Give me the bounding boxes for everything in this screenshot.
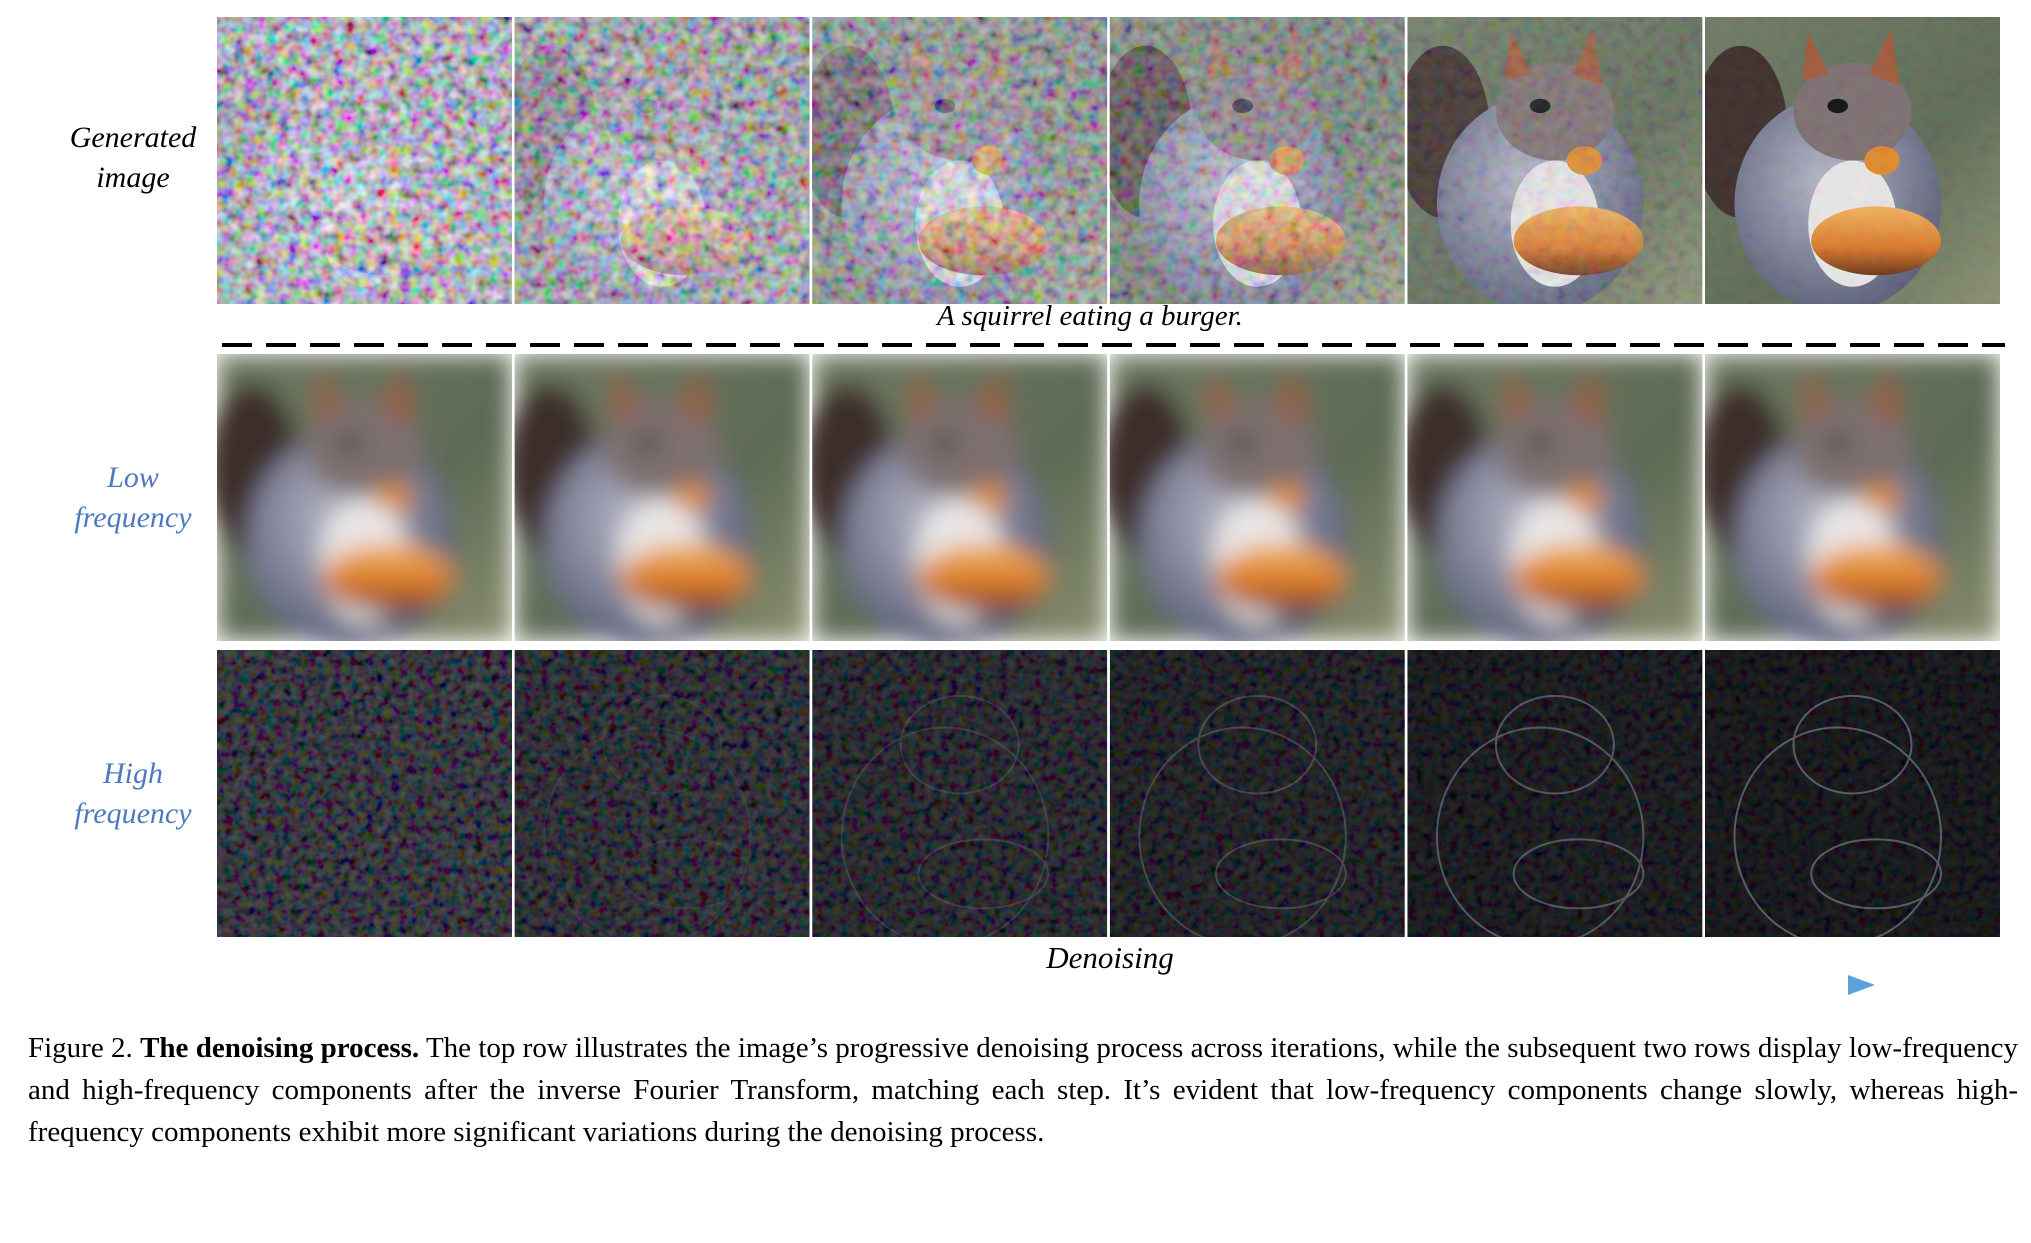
ear: [679, 365, 710, 423]
blurred: [217, 354, 512, 641]
generated-image: [1407, 17, 1703, 304]
burger: [323, 543, 453, 613]
ear: [382, 365, 412, 423]
edges: [1435, 694, 1645, 937]
generated-image: [514, 17, 810, 304]
food: [1269, 483, 1305, 512]
caption-label: Figure 2.: [28, 1032, 133, 1064]
burger: [620, 543, 751, 613]
ear: [611, 368, 639, 418]
blurred: [1407, 354, 1703, 641]
low-frequency-image: [1705, 354, 2000, 641]
blurred: [1705, 354, 2000, 641]
noise: [1407, 650, 1703, 937]
burger: [1216, 543, 1346, 613]
prompt-text: A squirrel eating a burger.: [937, 300, 1243, 332]
blurred: [812, 354, 1108, 641]
caption-text: The top row illustrates the image’s prog…: [28, 1032, 2019, 1148]
head: [1495, 399, 1614, 498]
noise: [217, 650, 512, 937]
noise: [217, 17, 512, 304]
ear: [314, 368, 341, 418]
axis-label: Denoising: [1046, 940, 1174, 975]
eye: [339, 435, 361, 451]
high-frequency-image: [812, 650, 1108, 937]
noise: [1109, 650, 1405, 937]
burger: [1513, 543, 1644, 613]
food: [971, 483, 1007, 512]
eye: [1232, 435, 1253, 451]
blurred: [514, 354, 810, 641]
high-frequency-image: [217, 650, 512, 937]
ear: [909, 368, 937, 418]
noise: [812, 650, 1108, 937]
edges: [1138, 694, 1347, 937]
ear: [1870, 365, 1900, 423]
burger: [1811, 543, 1941, 613]
blurred: [1109, 354, 1405, 641]
head: [1198, 399, 1317, 498]
generated-image: [1109, 17, 1405, 304]
head: [305, 399, 424, 498]
high-frequency-image: [1705, 650, 2000, 937]
row-label: Generated image: [69, 121, 197, 194]
generated-image: [1705, 17, 2000, 304]
arrow-head: [1848, 975, 1875, 995]
food: [1864, 483, 1900, 512]
edges: [840, 694, 1050, 937]
ear: [1572, 365, 1603, 423]
noise: [812, 17, 1108, 304]
food: [376, 483, 412, 512]
high-frequency-image: [1407, 650, 1703, 937]
eye: [1529, 435, 1551, 451]
caption-title: The denoising process.: [140, 1032, 420, 1064]
noise: [1109, 17, 1405, 304]
food: [673, 483, 710, 512]
caption: Figure 2. The denoising process. The top…: [28, 1027, 2018, 1153]
food: [1566, 483, 1603, 512]
eye: [1827, 435, 1849, 451]
generated-image: [217, 17, 512, 304]
ear: [1275, 365, 1305, 423]
high-frequency-image: [514, 650, 810, 937]
noise: [514, 17, 810, 304]
burger: [918, 543, 1049, 613]
edges: [245, 694, 455, 937]
generated-image: [812, 17, 1108, 304]
noise: [514, 650, 810, 937]
noise: [1407, 17, 1703, 304]
high-frequency-image: [1109, 650, 1405, 937]
eye: [637, 435, 658, 451]
head: [900, 399, 1019, 498]
ear: [977, 365, 1007, 423]
eye: [934, 435, 956, 451]
head: [1793, 399, 1912, 498]
ear: [1207, 368, 1234, 418]
low-frequency-image: [812, 354, 1108, 641]
low-frequency-image: [217, 354, 512, 641]
low-frequency-image: [514, 354, 810, 641]
row-label: Low frequency: [74, 461, 192, 534]
head: [603, 399, 722, 498]
edges: [543, 694, 752, 937]
row-label: High frequency: [74, 757, 192, 830]
ear: [1504, 368, 1532, 418]
ear: [1802, 368, 1829, 418]
edges: [1733, 694, 1942, 937]
low-frequency-image: [1407, 354, 1703, 641]
noise: [1705, 17, 2000, 304]
low-frequency-image: [1109, 354, 1405, 641]
